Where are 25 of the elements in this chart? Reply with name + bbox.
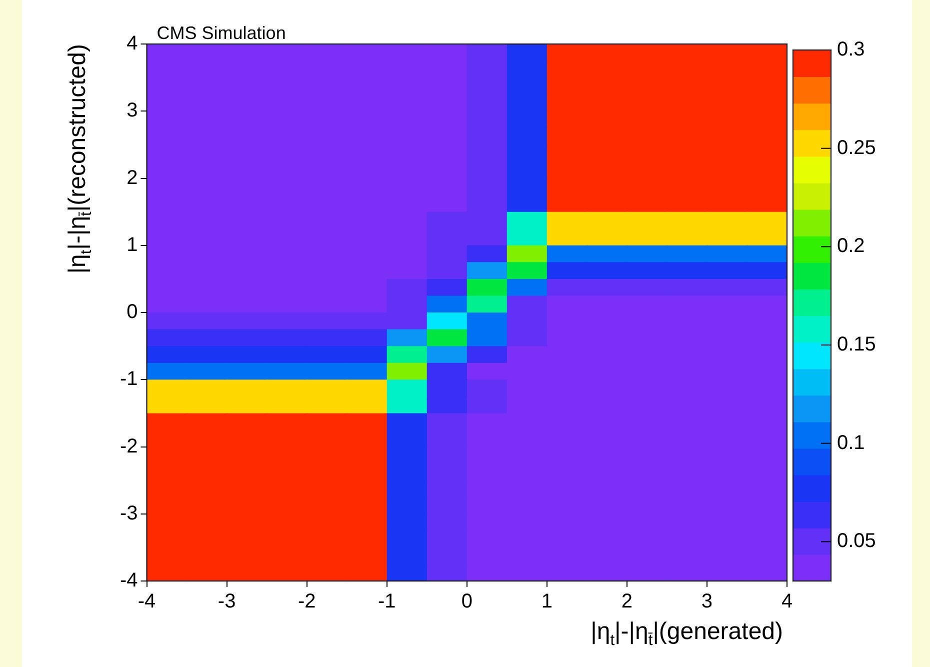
- color-bar-label: 0.3: [837, 38, 865, 61]
- y-tick-label: 3: [126, 100, 138, 122]
- x-tick-label: -1: [378, 590, 396, 613]
- color-bar-label: 0.05: [837, 530, 876, 552]
- x-tick-label: -2: [298, 590, 316, 613]
- x-tick-label: 3: [701, 590, 713, 613]
- x-tick-label: 0: [461, 590, 472, 613]
- y-tick-label: -1: [120, 368, 138, 390]
- y-tick-label: 0: [126, 301, 138, 324]
- x-tick-label: 1: [541, 590, 552, 613]
- chart-title: CMS Simulation: [156, 22, 286, 43]
- x-tick-label: 4: [781, 590, 793, 613]
- color-bar-label: 0.2: [837, 235, 865, 258]
- x-tick-label: 2: [621, 590, 633, 613]
- color-bar-label: 0.1: [837, 432, 865, 454]
- y-tick-label: 2: [126, 166, 138, 189]
- y-axis-title: |ηt|-|ηt̄|(reconstructed): [64, 44, 95, 274]
- y-tick-label: -3: [120, 502, 138, 524]
- y-tick-label: 4: [126, 32, 138, 55]
- y-tick-label: 1: [126, 234, 138, 256]
- color-bar-label: 0.15: [837, 334, 876, 356]
- y-tick-label: -4: [120, 570, 138, 592]
- x-tick-label: -3: [218, 590, 236, 613]
- color-bar-label: 0.25: [837, 136, 876, 159]
- y-tick-label: -2: [120, 435, 138, 458]
